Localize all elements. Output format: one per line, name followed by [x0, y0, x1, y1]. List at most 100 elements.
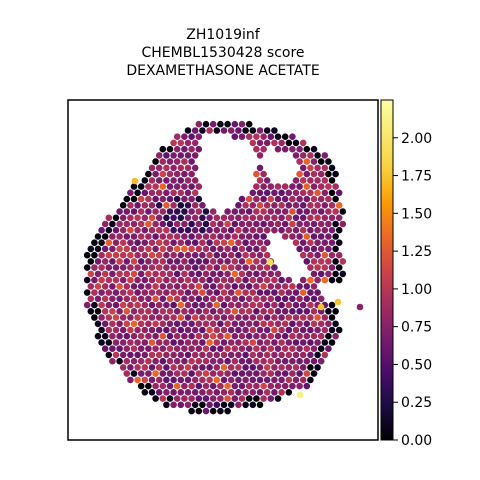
spot [127, 376, 134, 384]
spot [184, 401, 192, 409]
spot [289, 283, 296, 290]
spot [163, 339, 170, 346]
spot [163, 301, 170, 309]
spot [116, 245, 123, 253]
spot [181, 208, 188, 215]
spot [163, 189, 170, 197]
spot [224, 258, 231, 265]
spot [317, 208, 325, 215]
spot [130, 258, 138, 265]
spot [166, 345, 174, 353]
spot [231, 133, 239, 140]
spot [260, 208, 267, 215]
spot [263, 289, 271, 296]
spot [292, 289, 300, 296]
spot [195, 133, 203, 140]
spot [303, 320, 311, 328]
spot [310, 320, 318, 328]
spot [253, 270, 260, 278]
spot [253, 320, 260, 328]
spot [245, 357, 253, 365]
spot [159, 345, 167, 353]
spot [191, 214, 199, 222]
spot [209, 220, 217, 228]
spot [191, 202, 199, 209]
spot [267, 195, 275, 203]
spot [148, 301, 156, 309]
spot [116, 258, 123, 265]
spot [123, 345, 131, 353]
spot [202, 370, 210, 377]
spot [238, 357, 246, 365]
spot [155, 214, 163, 222]
spot [188, 357, 195, 365]
spot [289, 208, 296, 215]
spot [299, 139, 307, 147]
spot [307, 301, 314, 309]
spot [227, 301, 235, 309]
spot [159, 245, 167, 253]
spot [159, 395, 167, 402]
spot [213, 339, 221, 346]
spot [274, 370, 282, 377]
spot [296, 370, 303, 377]
spot [181, 245, 188, 253]
spot [238, 195, 246, 203]
spot [281, 308, 289, 315]
spot [238, 345, 246, 353]
spot [256, 351, 264, 359]
spot [299, 189, 307, 197]
spot [177, 152, 185, 159]
spot [227, 351, 235, 359]
spot [238, 320, 246, 328]
spot [119, 264, 127, 271]
spot [141, 214, 149, 222]
spot [188, 345, 195, 353]
spot [195, 270, 203, 278]
spot [249, 226, 257, 234]
spot [235, 276, 242, 284]
spot [152, 258, 159, 265]
spot [235, 214, 242, 222]
spot [202, 245, 210, 253]
spot [112, 351, 120, 359]
spot [173, 208, 181, 215]
spot [317, 195, 325, 203]
spot [134, 326, 141, 334]
spot [145, 195, 152, 203]
spot [249, 189, 257, 197]
spot [292, 152, 300, 159]
spot [116, 357, 123, 365]
spot [209, 407, 217, 415]
spot [263, 389, 271, 396]
spot [263, 326, 271, 334]
spot [256, 239, 264, 246]
spot [299, 326, 307, 334]
spot [220, 364, 228, 371]
spot [163, 152, 170, 159]
spot [285, 376, 293, 384]
spot [267, 345, 275, 353]
spot [310, 295, 318, 303]
spot [141, 301, 149, 309]
spot [112, 314, 120, 321]
spot [163, 226, 170, 234]
spot [155, 339, 163, 346]
spot [307, 164, 314, 172]
spot [281, 208, 289, 215]
spot [91, 264, 98, 271]
spot [141, 276, 149, 284]
spot [155, 189, 163, 197]
spot [137, 183, 145, 190]
spot [137, 382, 145, 390]
spot [170, 364, 177, 371]
spot [310, 208, 318, 215]
spot [227, 364, 235, 371]
spot [307, 239, 314, 246]
spot [271, 364, 278, 371]
spot [170, 276, 177, 284]
spot [98, 326, 105, 334]
spot [188, 133, 195, 140]
spot [206, 214, 213, 222]
spot [253, 195, 260, 203]
